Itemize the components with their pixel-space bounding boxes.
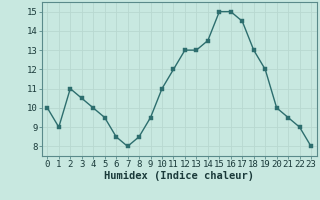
X-axis label: Humidex (Indice chaleur): Humidex (Indice chaleur) bbox=[104, 171, 254, 181]
